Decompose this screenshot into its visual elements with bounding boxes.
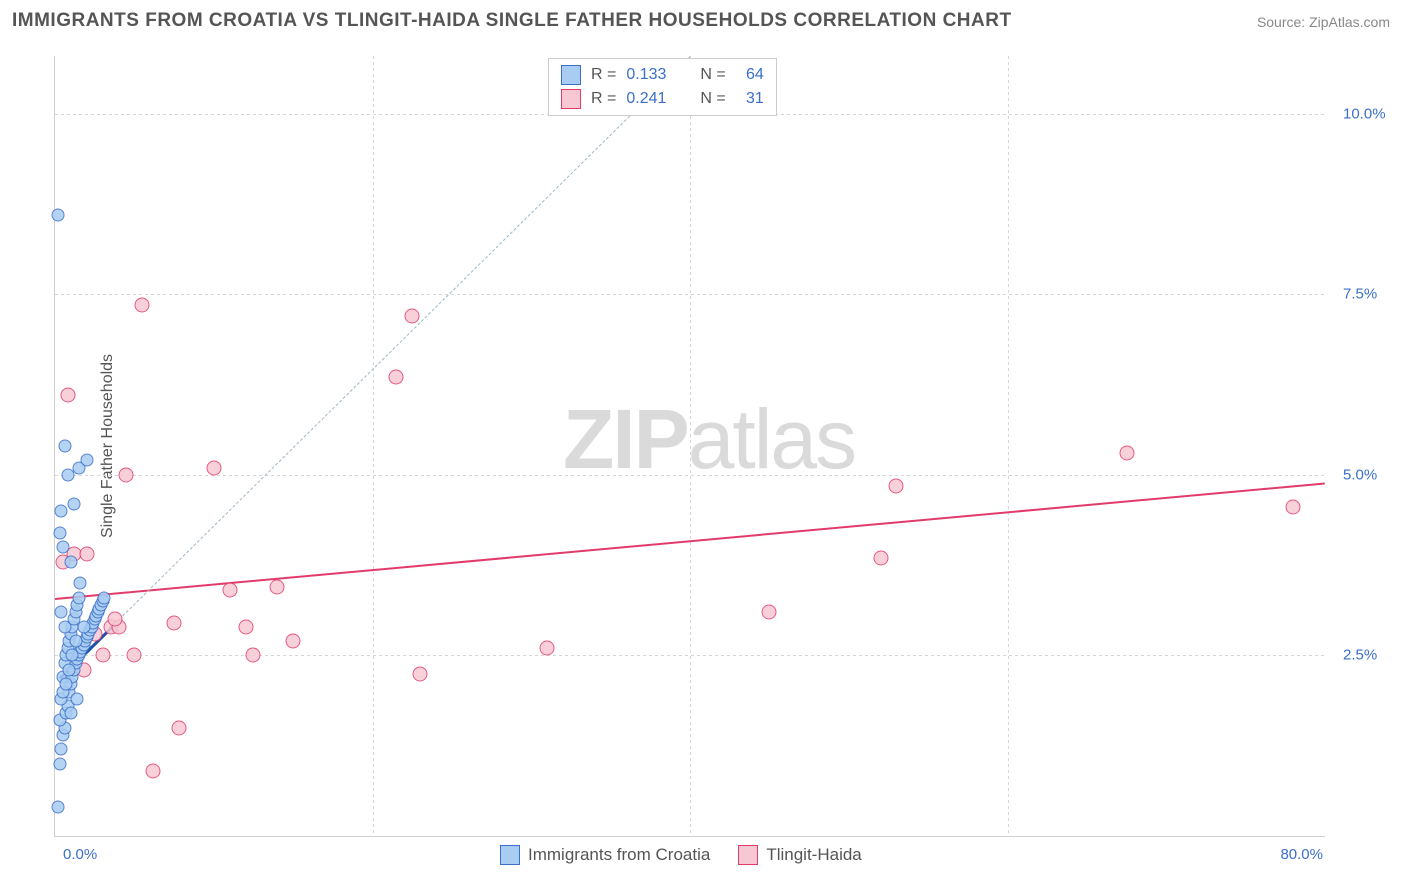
data-point-b — [413, 666, 428, 681]
data-point-a — [60, 678, 73, 691]
data-point-a — [56, 541, 69, 554]
data-point-b — [135, 298, 150, 313]
swatch-b — [561, 89, 581, 109]
scatter-plot: ZIPatlas 2.5%5.0%7.5%10.0%0.0%80.0% — [54, 56, 1325, 837]
watermark-atlas: atlas — [688, 392, 855, 486]
stats-row-a: R = 0.133 N = 64 — [561, 63, 764, 87]
gridline-v — [373, 56, 374, 836]
stats-row-b: R = 0.241 N = 31 — [561, 87, 764, 111]
data-point-a — [64, 555, 77, 568]
data-point-b — [286, 634, 301, 649]
legend-item-b: Tlingit-Haida — [738, 845, 861, 865]
gridline-v — [1008, 56, 1009, 836]
page-title: IMMIGRANTS FROM CROATIA VS TLINGIT-HAIDA… — [12, 10, 1012, 32]
r-value-a: 0.133 — [626, 66, 666, 84]
data-point-b — [246, 648, 261, 663]
data-point-b — [60, 388, 75, 403]
legend-label-a: Immigrants from Croatia — [528, 845, 710, 865]
data-point-b — [270, 579, 285, 594]
data-point-b — [171, 720, 186, 735]
data-point-b — [762, 605, 777, 620]
data-point-a — [55, 743, 68, 756]
source-name: ZipAtlas.com — [1309, 14, 1390, 30]
data-point-b — [206, 460, 221, 475]
swatch-a — [561, 65, 581, 85]
r-label: R = — [591, 90, 616, 108]
data-point-a — [53, 757, 66, 770]
r-label: R = — [591, 66, 616, 84]
swatch-a — [500, 845, 520, 865]
data-point-b — [1286, 500, 1301, 515]
data-point-b — [873, 550, 888, 565]
data-point-b — [127, 648, 142, 663]
watermark: ZIPatlas — [563, 391, 855, 488]
source-label: Source: ZipAtlas.com — [1257, 14, 1390, 30]
data-point-b — [119, 467, 134, 482]
data-point-a — [74, 577, 87, 590]
data-point-a — [58, 440, 71, 453]
data-point-a — [52, 801, 65, 814]
y-tick-label: 5.0% — [1343, 466, 1377, 483]
n-value-b: 31 — [736, 90, 764, 108]
series-legend: Immigrants from Croatia Tlingit-Haida — [500, 845, 862, 865]
swatch-b — [738, 845, 758, 865]
chart-container: IMMIGRANTS FROM CROATIA VS TLINGIT-HAIDA… — [0, 0, 1406, 892]
x-tick-label: 0.0% — [63, 846, 97, 863]
data-point-a — [64, 707, 77, 720]
n-value-a: 64 — [736, 66, 764, 84]
n-label: N = — [700, 90, 725, 108]
watermark-zip: ZIP — [563, 392, 688, 486]
legend-label-b: Tlingit-Haida — [766, 845, 861, 865]
data-point-a — [77, 620, 90, 633]
data-point-a — [66, 649, 79, 662]
data-point-b — [540, 641, 555, 656]
r-value-b: 0.241 — [626, 90, 666, 108]
y-tick-label: 7.5% — [1343, 286, 1377, 303]
data-point-a — [80, 454, 93, 467]
data-point-a — [69, 635, 82, 648]
data-point-a — [58, 620, 71, 633]
data-point-b — [95, 648, 110, 663]
gridline-v — [690, 56, 691, 836]
data-point-a — [71, 692, 84, 705]
data-point-b — [1119, 446, 1134, 461]
data-point-b — [79, 547, 94, 562]
source-prefix: Source: — [1257, 14, 1309, 30]
data-point-b — [389, 370, 404, 385]
stats-legend: R = 0.133 N = 64 R = 0.241 N = 31 — [548, 58, 777, 116]
data-point-b — [167, 615, 182, 630]
y-tick-label: 2.5% — [1343, 647, 1377, 664]
legend-item-a: Immigrants from Croatia — [500, 845, 710, 865]
data-point-a — [52, 208, 65, 221]
data-point-a — [68, 497, 81, 510]
n-label: N = — [700, 66, 725, 84]
data-point-b — [222, 583, 237, 598]
data-point-b — [146, 764, 161, 779]
trendline-a-ext — [118, 56, 690, 620]
data-point-a — [55, 505, 68, 518]
x-tick-label: 80.0% — [1280, 846, 1323, 863]
data-point-b — [238, 619, 253, 634]
data-point-a — [72, 591, 85, 604]
data-point-b — [405, 309, 420, 324]
y-tick-label: 10.0% — [1343, 105, 1386, 122]
data-point-b — [889, 478, 904, 493]
data-point-b — [108, 612, 123, 627]
data-point-a — [53, 526, 66, 539]
data-point-a — [98, 591, 111, 604]
data-point-a — [55, 606, 68, 619]
data-point-a — [63, 663, 76, 676]
